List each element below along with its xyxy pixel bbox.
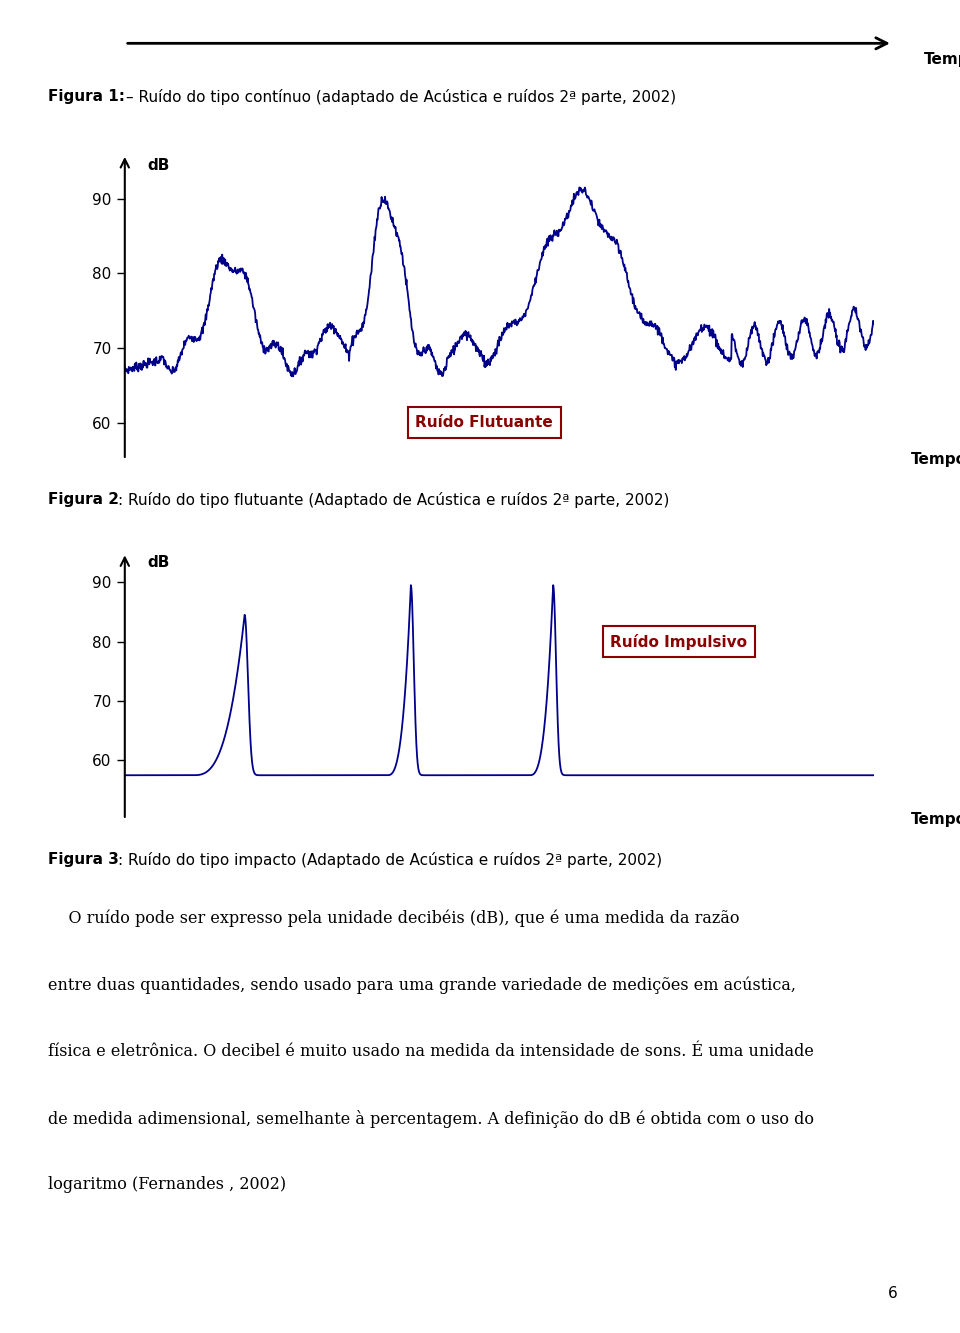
Text: Figura 3: Figura 3 <box>48 852 119 868</box>
Text: : Ruído do tipo impacto (Adaptado de Acústica e ruídos 2ª parte, 2002): : Ruído do tipo impacto (Adaptado de Acú… <box>118 852 662 868</box>
Text: Tempo: Tempo <box>911 452 960 468</box>
Text: dB: dB <box>147 157 170 173</box>
Text: Figura 1:: Figura 1: <box>48 89 125 104</box>
Text: Ruído Impulsivo: Ruído Impulsivo <box>611 633 748 649</box>
Text: – Ruído do tipo contínuo (adaptado de Acústica e ruídos 2ª parte, 2002): – Ruído do tipo contínuo (adaptado de Ac… <box>126 88 676 105</box>
Text: O ruído pode ser expresso pela unidade decibéis (dB), que é uma medida da razão: O ruído pode ser expresso pela unidade d… <box>48 909 739 928</box>
Text: física e eletrônica. O decibel é muito usado na medida da intensidade de sons. É: física e eletrônica. O decibel é muito u… <box>48 1042 814 1060</box>
Text: Tempo: Tempo <box>924 52 960 68</box>
Text: 6: 6 <box>888 1285 898 1301</box>
Text: : Ruído do tipo flutuante (Adaptado de Acústica e ruídos 2ª parte, 2002): : Ruído do tipo flutuante (Adaptado de A… <box>118 492 669 508</box>
Text: Figura 2: Figura 2 <box>48 492 119 508</box>
Text: Ruído Flutuante: Ruído Flutuante <box>416 415 553 431</box>
Text: dB: dB <box>147 556 170 571</box>
Text: entre duas quantidades, sendo usado para uma grande variedade de medições em acú: entre duas quantidades, sendo usado para… <box>48 976 796 994</box>
Text: logaritmo (Fernandes , 2002): logaritmo (Fernandes , 2002) <box>48 1177 286 1193</box>
Text: Tempo: Tempo <box>911 812 960 828</box>
Text: de medida adimensional, semelhante à percentagem. A definição do dB é obtida com: de medida adimensional, semelhante à per… <box>48 1109 814 1128</box>
